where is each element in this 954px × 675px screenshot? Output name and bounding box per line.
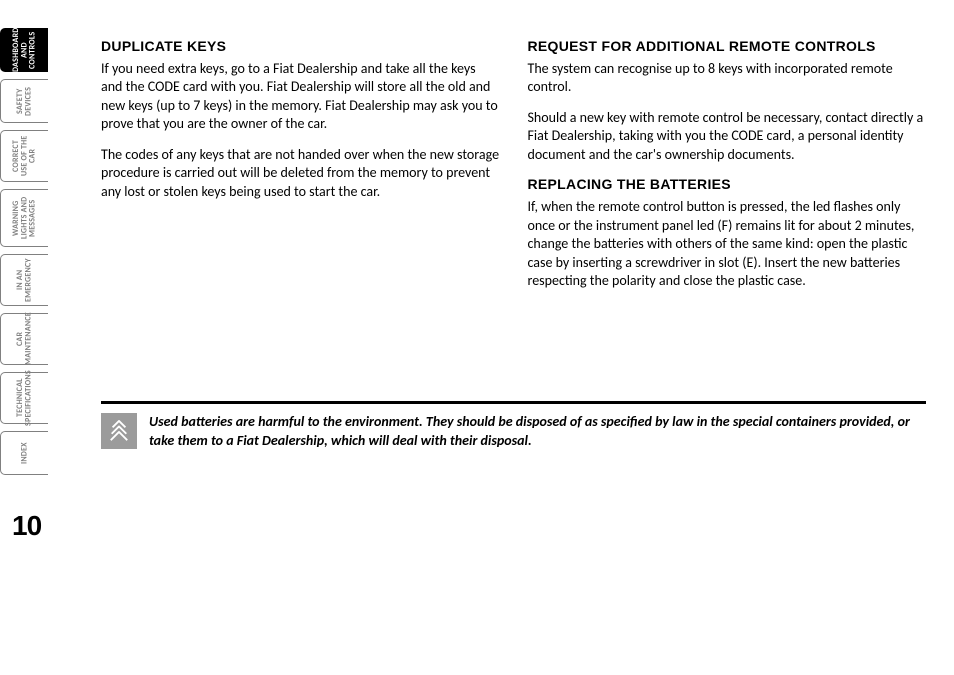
sidebar-item-correct-use-of-the-car[interactable]: CORRECT USE OF THE CAR	[0, 130, 48, 182]
right-column: REQUEST FOR ADDITIONAL REMOTE CONTROLS T…	[528, 38, 927, 303]
body-text: The codes of any keys that are not hande…	[101, 146, 500, 201]
body-text: If, when the remote control button is pr…	[528, 198, 927, 290]
tab-label: TECHNICAL SPECIFICATIONS	[16, 370, 33, 426]
callout-text: Used batteries are harmful to the enviro…	[149, 413, 926, 451]
sidebar-item-dashboard-and-controls[interactable]: DASHBOARD AND CONTROLS	[0, 28, 48, 72]
tab-label: DASHBOARD AND CONTROLS	[12, 28, 37, 73]
page: DASHBOARD AND CONTROLS SAFETY DEVICES CO…	[0, 0, 954, 675]
tab-label: IN AN EMERGENCY	[16, 258, 33, 302]
body-text: Should a new key with remote control be …	[528, 109, 927, 164]
page-number: 10	[12, 510, 41, 542]
body-text: The system can recognise up to 8 keys wi…	[528, 60, 927, 97]
sidebar-item-warning-lights[interactable]: WARNING LIGHTS AND MESSAGES	[0, 189, 48, 247]
body-text: If you need extra keys, go to a Fiat Dea…	[101, 60, 500, 134]
tree-icon	[101, 413, 137, 449]
heading-duplicate-keys: DUPLICATE KEYS	[101, 38, 500, 54]
callout-row: Used batteries are harmful to the enviro…	[101, 413, 926, 451]
sidebar-item-car-maintenance[interactable]: CAR MAINTENANCE	[0, 313, 48, 365]
sidebar-item-technical-specs[interactable]: TECHNICAL SPECIFICATIONS	[0, 372, 48, 424]
sidebar-tabs: DASHBOARD AND CONTROLS SAFETY DEVICES CO…	[0, 0, 55, 675]
tab-label: SAFETY DEVICES	[16, 84, 33, 118]
tab-label: INDEX	[20, 442, 28, 464]
left-column: DUPLICATE KEYS If you need extra keys, g…	[101, 38, 500, 303]
tab-label: WARNING LIGHTS AND MESSAGES	[12, 194, 37, 242]
tab-label: CORRECT USE OF THE CAR	[12, 135, 37, 177]
heading-request-additional-remote: REQUEST FOR ADDITIONAL REMOTE CONTROLS	[528, 38, 927, 54]
sidebar-item-index[interactable]: INDEX	[0, 431, 48, 475]
two-column-layout: DUPLICATE KEYS If you need extra keys, g…	[101, 38, 926, 303]
environmental-callout: Used batteries are harmful to the enviro…	[101, 401, 926, 451]
sidebar-item-in-an-emergency[interactable]: IN AN EMERGENCY	[0, 254, 48, 306]
sidebar-item-safety-devices[interactable]: SAFETY DEVICES	[0, 79, 48, 123]
heading-replacing-batteries: REPLACING THE BATTERIES	[528, 176, 927, 192]
content-area: DUPLICATE KEYS If you need extra keys, g…	[55, 0, 954, 675]
tab-label: CAR MAINTENANCE	[16, 313, 33, 366]
